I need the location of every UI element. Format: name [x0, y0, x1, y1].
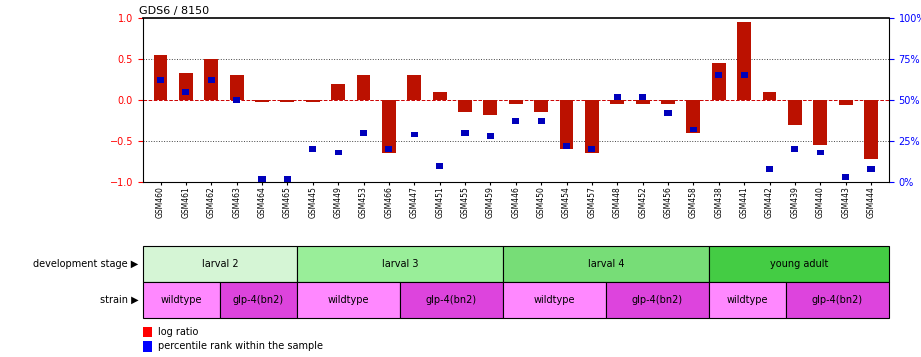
Bar	[436, 163, 443, 169]
Bar	[356, 75, 370, 100]
Text: wildtype: wildtype	[727, 295, 768, 305]
Bar	[534, 100, 548, 112]
Bar	[382, 100, 396, 153]
Bar	[563, 143, 570, 149]
Bar	[611, 100, 624, 104]
Bar	[306, 100, 320, 102]
Bar	[280, 100, 295, 102]
Bar	[433, 92, 447, 100]
Text: log ratio: log ratio	[157, 327, 198, 337]
Bar	[233, 97, 240, 103]
Bar	[487, 133, 494, 139]
Bar	[763, 92, 776, 100]
Text: larval 2: larval 2	[202, 259, 239, 269]
Bar	[143, 341, 153, 352]
Text: larval 3: larval 3	[381, 259, 418, 269]
Bar	[585, 100, 599, 153]
Text: wildtype: wildtype	[160, 295, 202, 305]
Bar	[613, 94, 621, 100]
Text: larval 4: larval 4	[588, 259, 624, 269]
Text: wildtype: wildtype	[533, 295, 575, 305]
Bar	[407, 75, 421, 100]
Bar	[143, 327, 153, 337]
Bar	[143, 282, 220, 318]
Bar	[868, 166, 875, 172]
Bar	[839, 100, 853, 105]
Bar	[179, 73, 192, 100]
Text: glp-4(bn2): glp-4(bn2)	[632, 295, 682, 305]
Bar	[484, 100, 497, 115]
Bar	[639, 94, 647, 100]
Bar	[143, 246, 297, 282]
Bar	[458, 100, 472, 112]
Bar	[716, 72, 722, 78]
Bar	[686, 100, 700, 133]
Bar	[229, 75, 244, 100]
Bar	[259, 176, 265, 182]
Bar	[297, 282, 400, 318]
Bar	[766, 166, 773, 172]
Bar	[204, 59, 218, 100]
Bar	[411, 132, 418, 137]
Bar	[635, 100, 649, 104]
Text: development stage ▶: development stage ▶	[33, 259, 138, 269]
Bar	[385, 146, 392, 152]
Bar	[400, 282, 503, 318]
Bar	[864, 100, 878, 159]
Bar	[791, 146, 799, 152]
Bar	[461, 130, 469, 136]
Bar	[690, 127, 697, 132]
Bar	[606, 282, 708, 318]
Bar	[508, 100, 523, 104]
Bar	[220, 282, 297, 318]
Bar	[255, 100, 269, 102]
Bar	[332, 84, 345, 100]
Bar	[712, 63, 726, 100]
Text: strain ▶: strain ▶	[99, 295, 138, 305]
Bar	[817, 150, 823, 155]
Bar	[284, 176, 291, 182]
Text: wildtype: wildtype	[328, 295, 369, 305]
Bar	[708, 282, 786, 318]
Bar	[309, 146, 316, 152]
Bar	[813, 100, 827, 145]
Bar	[360, 130, 367, 136]
Bar	[661, 100, 675, 104]
Bar	[154, 55, 168, 100]
Text: young adult: young adult	[770, 259, 828, 269]
Bar	[787, 100, 802, 125]
Bar	[503, 246, 708, 282]
Bar	[297, 246, 503, 282]
Bar	[708, 246, 889, 282]
Bar	[786, 282, 889, 318]
Bar	[208, 77, 215, 83]
Bar	[842, 174, 849, 180]
Bar	[664, 110, 671, 116]
Bar	[512, 119, 519, 124]
Text: glp-4(bn2): glp-4(bn2)	[426, 295, 477, 305]
Bar	[560, 100, 574, 149]
Text: glp-4(bn2): glp-4(bn2)	[233, 295, 284, 305]
Bar	[503, 282, 606, 318]
Text: glp-4(bn2): glp-4(bn2)	[811, 295, 863, 305]
Bar	[157, 77, 164, 83]
Bar	[538, 119, 544, 124]
Text: GDS6 / 8150: GDS6 / 8150	[139, 6, 209, 16]
Bar	[334, 150, 342, 155]
Text: percentile rank within the sample: percentile rank within the sample	[157, 341, 322, 351]
Bar	[182, 89, 190, 95]
Bar	[737, 22, 752, 100]
Bar	[740, 72, 748, 78]
Bar	[589, 146, 596, 152]
